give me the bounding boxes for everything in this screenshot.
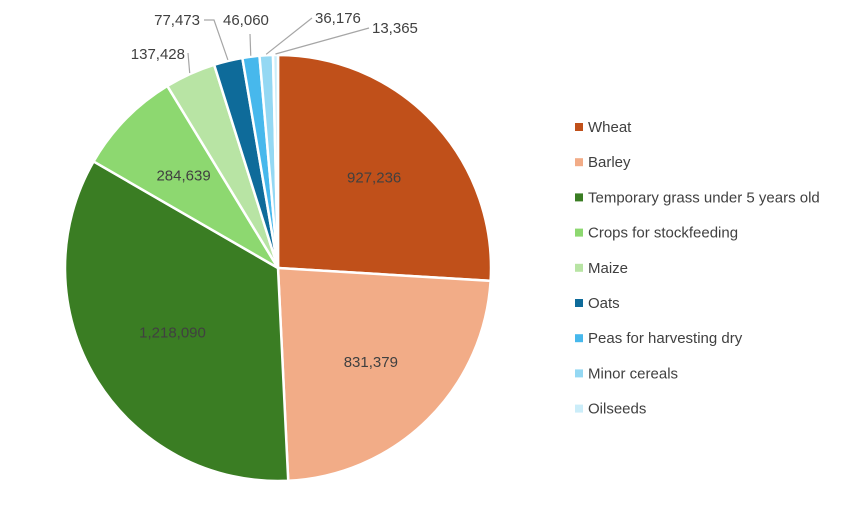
- data-label-oilseeds: 13,365: [372, 20, 418, 37]
- leader-lines: [187, 17, 370, 74]
- data-label-minor-cereals: 36,176: [315, 10, 361, 27]
- legend-label-oilseeds: Oilseeds: [588, 401, 646, 418]
- leader-line-maize: [187, 52, 191, 74]
- legend-swatch-oilseeds: [575, 404, 583, 413]
- legend-label-oats: Oats: [588, 295, 620, 312]
- data-label-maize: 137,428: [131, 46, 185, 63]
- data-label-wheat: 927,236: [347, 169, 401, 186]
- pie-slice-crops-for-stockfeeding: [91, 84, 280, 270]
- legend-label-crops-for-stockfeeding: Crops for stockfeeding: [588, 225, 738, 242]
- leader-line-oats: [204, 19, 229, 61]
- legend-swatch-minor-cereals: [575, 369, 583, 378]
- legend-swatch-wheat: [575, 123, 583, 131]
- data-label-temporary-grass-under-5-years-old: 1,218,090: [139, 324, 206, 341]
- leader-line-peas-for-harvesting-dry: [249, 33, 252, 56]
- legend-swatch-peas-for-harvesting-dry: [575, 334, 583, 343]
- legend-swatch-temporary-grass-under-5-years-old: [575, 193, 583, 202]
- leader-line-minor-cereals: [265, 17, 313, 55]
- legend-label-temporary-grass-under-5-years-old: Temporary grass under 5 years old: [588, 189, 820, 206]
- leader-line-oilseeds: [275, 27, 370, 55]
- pie-slices: [63, 53, 493, 483]
- data-label-barley: 831,379: [344, 354, 398, 371]
- pie-slice-oilseeds: [271, 53, 280, 269]
- data-label-crops-for-stockfeeding: 284,639: [156, 168, 210, 185]
- legend-label-peas-for-harvesting-dry: Peas for harvesting dry: [588, 330, 743, 347]
- pie-slice-wheat: [276, 53, 493, 283]
- data-labels: 927,236 831,379 1,218,090 284,639 137,428 77,…: [131, 10, 418, 371]
- data-label-oats: 77,473: [154, 12, 200, 29]
- legend-label-barley: Barley: [588, 154, 631, 171]
- pie-slice-temporary-grass-under-5-years-old: [63, 159, 290, 483]
- pie-slice-barley: [276, 266, 492, 483]
- data-label-peas-for-harvesting-dry: 46,060: [223, 12, 269, 29]
- legend-label-maize: Maize: [588, 260, 628, 277]
- legend-label-minor-cereals: Minor cereals: [588, 365, 678, 382]
- legend-swatch-crops-for-stockfeeding: [575, 228, 583, 237]
- legend-swatch-oats: [575, 299, 583, 307]
- legend-swatch-barley: [575, 158, 583, 167]
- legend: Wheat Barley Temporary grass under 5 years…: [575, 119, 820, 418]
- legend-label-wheat: Wheat: [588, 119, 632, 136]
- legend-swatch-maize: [575, 263, 583, 272]
